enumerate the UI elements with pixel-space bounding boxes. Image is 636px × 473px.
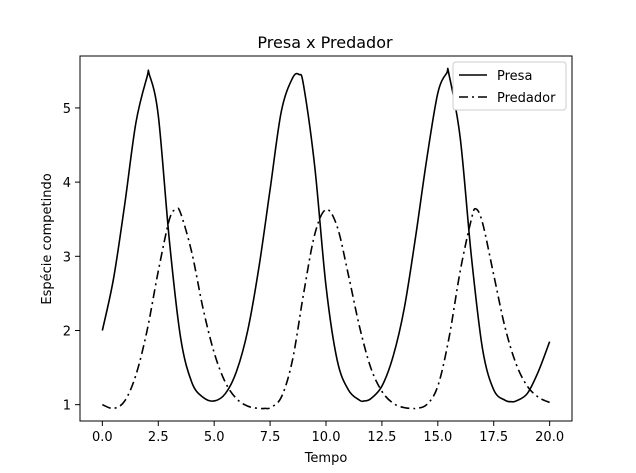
x-tick-label: 7.5 — [260, 430, 281, 445]
legend-box — [452, 61, 567, 111]
x-tick-label: 5.0 — [204, 430, 225, 445]
y-tick-label: 2 — [63, 324, 71, 339]
y-tick-label: 3 — [63, 250, 71, 265]
y-tick-label: 5 — [63, 102, 71, 117]
y-tick-label: 4 — [63, 176, 71, 191]
x-tick-label: 20.0 — [535, 430, 564, 445]
x-tick-label: 10.0 — [312, 430, 341, 445]
x-tick-label: 12.5 — [367, 430, 396, 445]
plot-frame — [79, 55, 573, 422]
plot-area — [101, 67, 551, 410]
legend: Presa Predador — [452, 61, 567, 111]
series-line-presa — [101, 67, 551, 403]
y-axis-label: Espécie competindo — [40, 173, 55, 304]
legend-label: Presa — [497, 69, 532, 84]
axis-ticks: 0.0 2.5 5.0 7.5 10.0 12.5 15.0 17.5 20.0 1 2 3 4 5 — [63, 102, 564, 445]
x-axis-label: Tempo — [304, 451, 348, 466]
series-line-predador — [102, 207, 550, 410]
y-tick-label: 1 — [63, 399, 71, 414]
x-tick-label: 17.5 — [479, 430, 508, 445]
legend-label: Predador — [497, 91, 556, 106]
x-tick-label: 15.0 — [423, 430, 452, 445]
x-tick-label: 0.0 — [92, 430, 113, 445]
x-tick-label: 2.5 — [148, 430, 169, 445]
chart-title: Presa x Predador — [257, 33, 393, 52]
